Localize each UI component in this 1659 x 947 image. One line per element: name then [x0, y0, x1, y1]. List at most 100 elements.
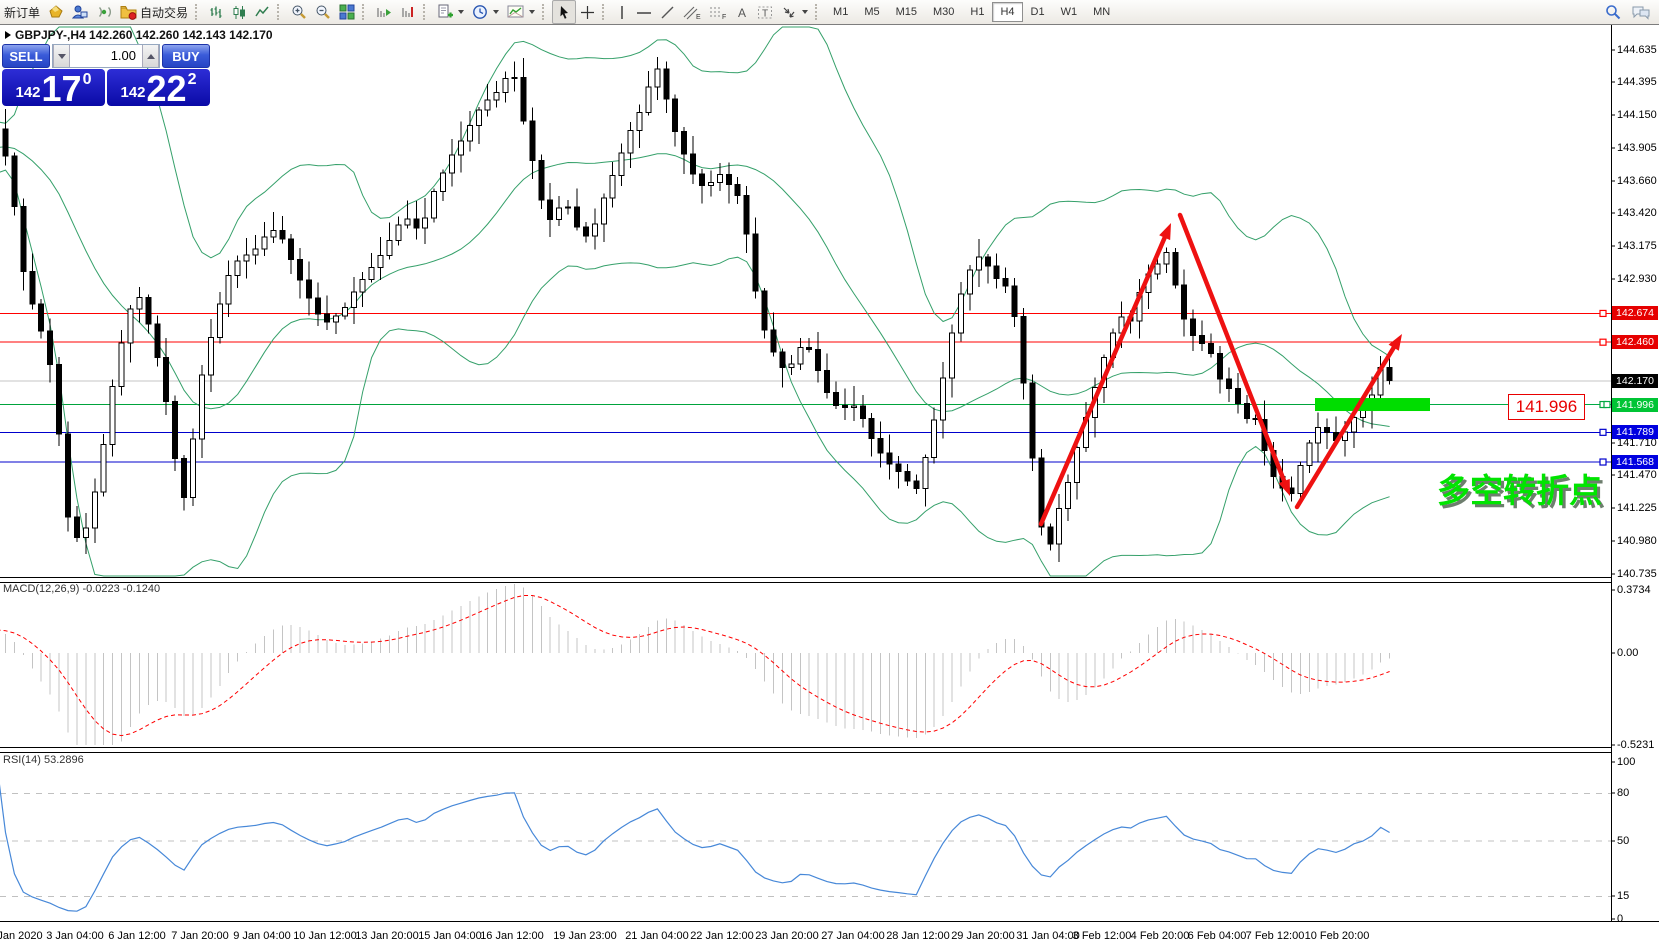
macd-signal-line[interactable] [0, 595, 1390, 737]
trend-arrow-line[interactable] [1177, 212, 1288, 488]
timeframe-d1[interactable]: D1 [1030, 6, 1045, 18]
cursor-tool-button[interactable] [552, 0, 577, 24]
trendline-tool-button[interactable] [656, 1, 679, 23]
buy-button[interactable]: BUY [162, 44, 210, 68]
channel-tool-button[interactable]: E [679, 1, 705, 23]
candle-body [1172, 252, 1179, 286]
dropdown-arrow-icon [458, 10, 465, 14]
timeframe-m5[interactable]: M5 [864, 6, 880, 18]
market-icon[interactable] [44, 1, 68, 23]
rsi-line[interactable] [0, 762, 1390, 912]
candle-body [145, 297, 152, 325]
price-callout-label[interactable]: 141.996 [1508, 394, 1585, 420]
line-anchor-handle[interactable] [1599, 338, 1607, 346]
one-click-trading-panel: SELL 1.00 BUY 142 17 0 142 22 2 [2, 44, 210, 107]
symbol-expand-icon[interactable] [5, 31, 11, 39]
candle-body [993, 265, 1000, 280]
tile-windows-button[interactable] [335, 1, 359, 23]
time-tick-label: 7 Jan 20:00 [171, 930, 229, 942]
candle-body [797, 346, 804, 365]
timeframe-m1[interactable]: M1 [833, 6, 849, 18]
new-order-button[interactable]: 新订单 [0, 1, 44, 23]
candle-body [1154, 263, 1161, 275]
fibonacci-tool-button[interactable]: F [705, 1, 731, 23]
candle-body [966, 269, 973, 295]
indicators-button[interactable] [503, 1, 539, 23]
zoom-out-button[interactable] [311, 1, 335, 23]
trend-arrow-line[interactable] [1294, 342, 1399, 510]
news-button[interactable] [92, 1, 116, 23]
candle-body [475, 109, 482, 127]
chart-shift-icon [402, 6, 414, 17]
time-tick-label: 29 Jan 20:00 [951, 930, 1015, 942]
toolbar-separator [815, 4, 822, 20]
candle-body [1056, 507, 1063, 545]
auto-scroll-button[interactable] [372, 1, 396, 23]
macd-scale-label: -0.5231 [1617, 739, 1655, 751]
time-tick-label: 6 Jan 12:00 [108, 930, 166, 942]
zoom-in-button[interactable] [287, 1, 311, 23]
volume-decrease-button[interactable] [53, 45, 70, 67]
toolbar-separator [423, 4, 430, 20]
vertical-line-tool-button[interactable] [612, 1, 632, 23]
buy-price-display[interactable]: 142 22 2 [107, 69, 210, 107]
macd-scale-label: 0.3734 [1617, 584, 1651, 596]
horizontal-line-tool-button[interactable] [632, 1, 656, 23]
crosshair-tool-button[interactable] [576, 1, 599, 23]
bollinger-band[interactable] [0, 169, 1390, 577]
candle-body [11, 155, 18, 208]
pane-divider[interactable] [0, 747, 1611, 753]
periodicity-button[interactable] [468, 1, 503, 23]
volume-stepper: 1.00 [52, 44, 160, 68]
turning-point-annotation[interactable]: 多空转折点 [1437, 472, 1602, 509]
candle-body [350, 291, 357, 308]
bar-chart-mode-button[interactable] [205, 1, 228, 23]
line-chart-icon [255, 6, 269, 16]
line-anchor-handle[interactable] [1599, 309, 1607, 318]
price-scale-border [1611, 25, 1612, 922]
line-anchor-handle[interactable] [1603, 400, 1611, 409]
candle-body [681, 131, 688, 155]
candle-body [806, 346, 813, 351]
autotrading-button[interactable]: 自动交易 [116, 1, 192, 23]
candle-body [118, 342, 125, 387]
candle-body [1038, 457, 1045, 528]
new-chart-button[interactable] [433, 1, 468, 23]
price-tick-label: 141.710 [1617, 436, 1657, 449]
chat-icon[interactable] [1631, 4, 1651, 20]
highlight-bar[interactable] [1315, 398, 1430, 412]
rsi-pane [0, 762, 1611, 912]
time-tick-label: 10 Feb 20:00 [1304, 930, 1370, 942]
line-anchor-handle[interactable] [1599, 428, 1607, 436]
candle-body [1216, 353, 1223, 380]
line-anchor-handle[interactable] [1599, 458, 1607, 466]
volume-increase-button[interactable] [142, 45, 159, 67]
signals-button[interactable] [68, 1, 92, 23]
search-icon[interactable] [1605, 4, 1621, 20]
arrows-tool-button[interactable] [777, 1, 812, 23]
pane-divider[interactable] [0, 577, 1611, 583]
timeframe-m15[interactable]: M15 [895, 6, 917, 18]
text-label-tool-button[interactable]: T [753, 1, 777, 23]
timeframe-mn[interactable]: MN [1093, 6, 1111, 18]
text-tool-button[interactable]: A [731, 1, 753, 23]
chart-shift-button[interactable] [396, 1, 420, 23]
sell-button[interactable]: SELL [2, 44, 50, 68]
timeframe-h1[interactable]: H1 [970, 6, 985, 18]
bollinger-band[interactable] [0, 146, 1390, 427]
price-pane [0, 26, 1611, 577]
candlestick-mode-button[interactable] [228, 1, 251, 23]
candle-body [770, 329, 777, 353]
candle-body [716, 173, 723, 183]
sell-price-display[interactable]: 142 17 0 [2, 69, 105, 107]
line-chart-mode-button[interactable] [251, 1, 274, 23]
timeframe-h4[interactable]: H4 [992, 2, 1023, 22]
timeframe-m30[interactable]: M30 [933, 6, 955, 18]
volume-value[interactable]: 1.00 [110, 48, 136, 63]
candle-body [154, 323, 161, 358]
candle-body [520, 76, 527, 122]
trend-arrow-line[interactable] [1038, 231, 1169, 527]
timeframe-w1[interactable]: W1 [1060, 6, 1078, 18]
svg-text:F: F [722, 14, 726, 20]
bollinger-band[interactable] [0, 26, 1390, 357]
